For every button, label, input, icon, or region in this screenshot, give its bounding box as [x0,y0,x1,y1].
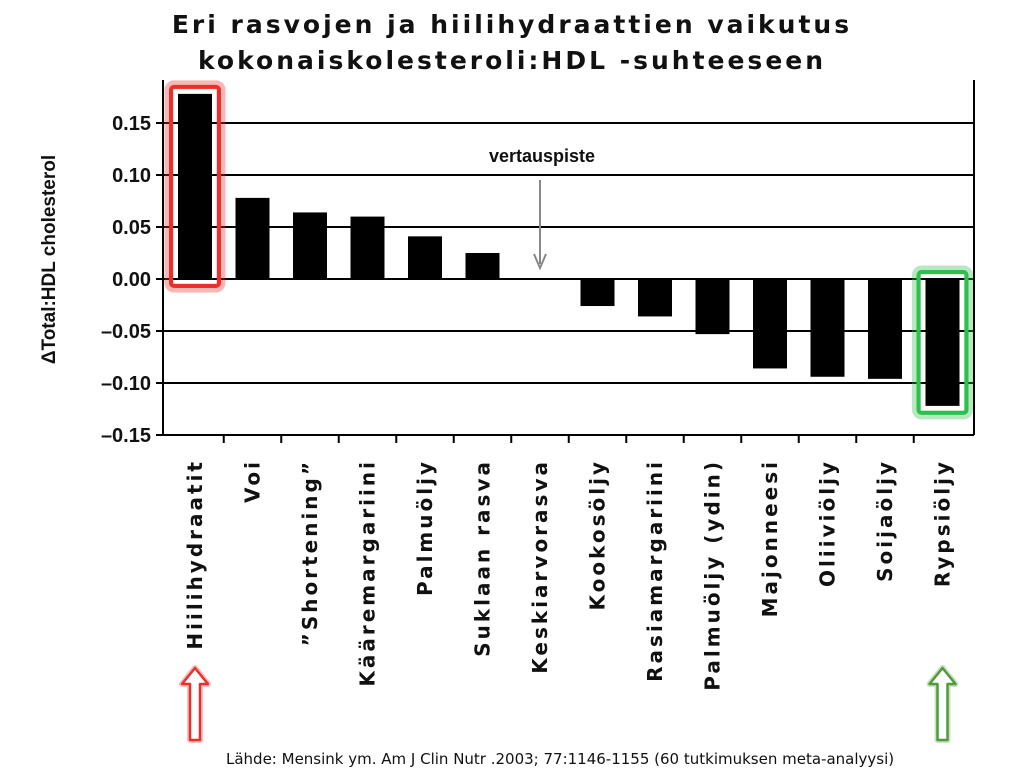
bar [868,279,902,379]
bar [235,197,270,279]
reference-arrow-head [533,253,547,271]
y-tick-label: 0.05 [112,217,151,239]
y-tick-label: 0.00 [112,269,151,291]
highlight-frame-down [916,270,969,415]
bar [638,279,672,317]
category-label: Rypsiöljy [931,459,955,587]
y-tick-label: –0.05 [101,321,151,343]
reference-annotation-label: vertauspiste [489,146,595,166]
category-label: Kookosöljy [586,459,610,611]
bar [810,279,845,377]
bar [408,236,442,279]
y-tick-label: –0.15 [101,425,151,447]
category-label: Soijaöljy [873,459,897,582]
bar [925,279,960,406]
bar [580,279,615,307]
up-arrow-icon-green [928,666,957,742]
category-label: Suklaan rasva [471,459,495,657]
category-label: Palmuöljy (ydin) [701,459,725,691]
category-label: Kääremargariini [356,459,380,687]
source-citation: Lähde: Mensink ym. Am J Clin Nutr .2003;… [226,750,895,768]
chart-title-line-1: Eri rasvojen ja hiilihydraattien vaikutu… [171,10,853,39]
y-tick-label: –0.10 [101,373,151,395]
y-tick-label: 0.15 [112,113,151,135]
highlight-frame-up [169,84,221,288]
category-label: ”Shortening” [298,459,322,646]
bar [178,93,212,279]
category-label: Voi [241,459,265,503]
y-tick-label: 0.10 [112,165,151,187]
bar [695,279,730,335]
chart-title-line-2: kokonaiskolesteroli:HDL -suhteeseen [197,46,827,75]
bar [350,216,385,279]
category-label: Oliiviöljy [816,459,840,587]
bar [753,279,787,369]
bar [293,212,327,279]
category-label: Majonneesi [758,459,782,617]
category-label: Palmuöljy [413,459,437,596]
category-label: Keskiarvorasva [528,459,552,674]
up-arrow-icon [180,666,210,742]
category-label: Rasiamargariini [643,459,667,682]
bar [465,253,500,279]
category-label: Hiilihydraatit [183,459,207,650]
y-axis-label: ΔTotal:HDL cholesterol [39,155,60,364]
